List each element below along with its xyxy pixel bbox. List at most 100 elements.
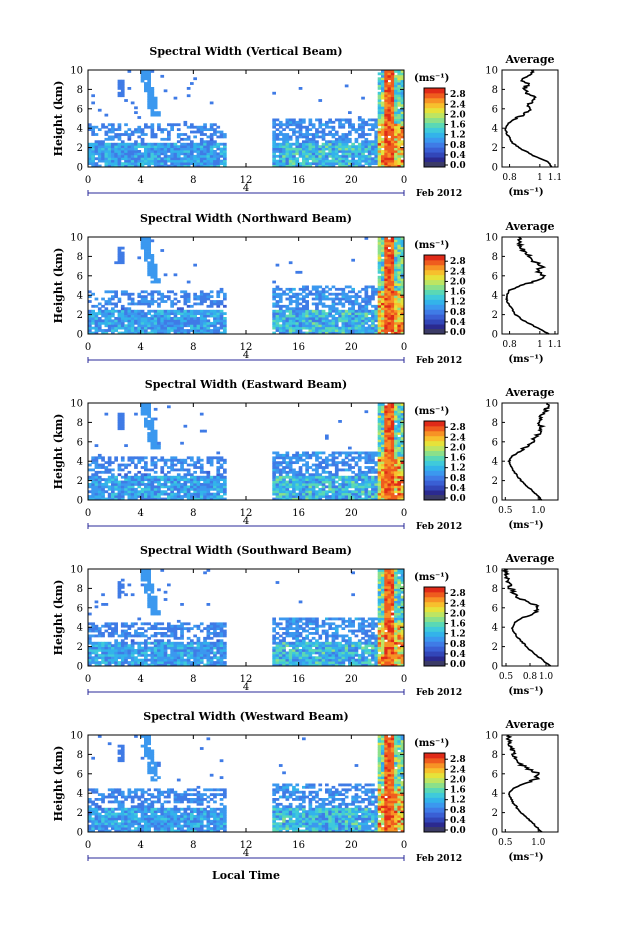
heatmap-cell [186,324,191,328]
heatmap-cell [173,456,178,460]
heatmap-cell [364,466,369,469]
heatmap-cell [384,285,388,289]
heatmap-cell [318,326,323,330]
heatmap-cell [374,453,379,457]
heatmap-cell [318,150,323,153]
average-y-tick-label: 10 [485,66,498,77]
heatmap-cell [397,96,402,100]
heatmap-cell [348,451,352,455]
heatmap-cell [315,152,319,156]
heatmap-cell [275,137,280,141]
colorbar-segment [424,152,445,158]
heatmap-cell [216,492,221,496]
heatmap-cell [315,290,319,294]
heatmap-cell [170,309,174,313]
heatmap-cell [394,407,398,411]
heatmap-cell [107,145,112,149]
heatmap-cell [180,133,184,136]
heatmap-cell [397,268,402,272]
heatmap-cell [351,497,355,501]
heatmap-cell [203,485,207,489]
heatmap-cell [150,135,155,139]
heatmap-cell [117,644,122,648]
heatmap-cell [223,321,227,325]
colorbar-segment [424,157,445,163]
heatmap-cell [275,147,280,151]
heatmap-cell [150,603,155,606]
heatmap-cell [390,463,395,467]
heatmap-cell [150,254,155,257]
heatmap-cell [374,140,379,144]
heatmap-cell [331,164,336,168]
heatmap-cell [400,280,405,284]
heatmap-cell [147,422,151,426]
heatmap-cell [298,314,303,318]
heatmap-cell [364,237,369,240]
heatmap-cell [367,118,372,122]
colorbar-segment [424,294,445,300]
heatmap-cell [292,468,296,472]
heatmap-cell [377,295,382,299]
heatmap-cell [282,304,286,308]
heatmap-cell [137,658,142,662]
heatmap-cell [120,304,125,308]
heatmap-cell [334,157,339,161]
heatmap-cell [91,147,95,151]
heatmap-cell [377,239,382,243]
heatmap-cell [88,641,92,645]
heatmap-cell [170,157,174,161]
heatmap-cell [134,632,138,635]
heatmap-cell [308,154,313,158]
heatmap-cell [144,410,148,414]
heatmap-cell [377,297,382,301]
heatmap-cell [180,329,184,332]
heatmap-cell [170,290,174,294]
heatmap-cell [137,478,142,482]
heatmap-cell [272,304,276,308]
heatmap-cell [318,295,323,299]
heatmap-cell [134,456,138,460]
heatmap-cells [88,403,405,501]
heatmap-cell [377,292,382,296]
heatmap-cell [134,487,138,491]
heatmap-cell [351,309,355,313]
heatmap-cell [381,300,385,303]
heatmap-cell [127,475,132,479]
heatmap-cell [381,145,385,149]
heatmap-cell [364,162,369,166]
heatmap-cell [147,434,151,438]
colorbar-tick-label: 2.4 [450,267,466,277]
heatmap-cell [213,157,217,161]
heatmap-cell [272,492,276,496]
heatmap-cell [387,324,392,328]
heatmap-cell [130,147,135,151]
heatmap-cell [288,468,293,472]
heatmap-cell [144,583,148,587]
heatmap-cell [387,302,392,306]
heatmap-cell [381,142,385,146]
heatmap-cell [371,451,375,455]
heatmap-cell [167,295,171,299]
heatmap-cell [288,302,293,306]
heatmap-cell [394,456,398,460]
heatmap-cell [318,135,323,139]
heatmap-cell [147,241,151,245]
heatmap-cell [371,162,375,166]
heatmap-cell [153,417,158,421]
heatmap-cell [278,453,283,457]
heatmap-cell [298,152,303,156]
heatmap-cell [400,128,405,132]
heatmap-cell [397,275,402,279]
heatmap-cell [117,634,122,638]
heatmap-cell [400,461,405,465]
heatmap-cell [88,329,92,332]
heatmap-cell [219,142,224,146]
heatmap-cell [311,319,316,323]
heatmap-cell [190,319,194,323]
heatmap-cell [111,128,115,132]
heatmap-cell [387,159,392,163]
heatmap-cell [400,256,405,260]
heatmap-cell [170,326,174,330]
heatmap-cell [288,118,293,122]
heatmap-cell [196,487,201,491]
